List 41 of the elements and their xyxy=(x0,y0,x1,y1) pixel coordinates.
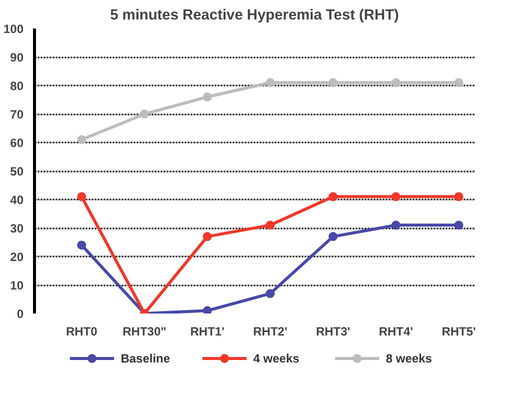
point xyxy=(328,78,338,88)
x-tick-label: RHT1' xyxy=(190,324,225,338)
x-tick-label: RHT0 xyxy=(66,324,98,338)
point xyxy=(202,92,212,102)
legend-label: Baseline xyxy=(120,352,170,366)
y-tick-label: 30 xyxy=(10,222,24,236)
point xyxy=(202,232,212,242)
point xyxy=(202,306,212,314)
x-tick-label: RHT4' xyxy=(378,324,414,338)
point xyxy=(266,78,275,88)
y-tick-label: 60 xyxy=(10,136,24,150)
x-tick-label: RHT5' xyxy=(442,324,476,338)
x-tick-label: RHT30" xyxy=(122,324,166,338)
point xyxy=(140,110,149,118)
point xyxy=(266,289,275,298)
point xyxy=(454,78,464,88)
y-tick-label: 80 xyxy=(10,79,24,93)
y-tick-label: 70 xyxy=(10,108,24,122)
point xyxy=(266,220,275,230)
x-tick-label: RHT2' xyxy=(253,324,288,338)
y-tick-label: 10 xyxy=(10,278,24,292)
y-tick-label: 50 xyxy=(10,164,24,178)
point xyxy=(328,232,338,242)
y-tick-label: 20 xyxy=(10,250,24,264)
point xyxy=(77,240,86,250)
y-tick-label: 90 xyxy=(10,50,24,64)
point xyxy=(454,192,464,202)
legend-label: 8 weeks xyxy=(386,352,432,366)
x-tick-label: RHT3' xyxy=(316,324,350,338)
legend-label: 4 weeks xyxy=(253,352,300,366)
point xyxy=(77,192,86,202)
chart-title: 5 minutes Reactive Hyperemia Test (RHT) xyxy=(110,8,400,24)
point xyxy=(391,78,400,88)
y-tick-label: 100 xyxy=(3,22,24,36)
y-tick-label: 0 xyxy=(16,307,24,321)
point xyxy=(391,220,400,230)
y-tick-label: 40 xyxy=(10,193,24,207)
point xyxy=(454,220,464,230)
point xyxy=(391,192,400,202)
point xyxy=(77,135,86,144)
point xyxy=(328,192,338,202)
